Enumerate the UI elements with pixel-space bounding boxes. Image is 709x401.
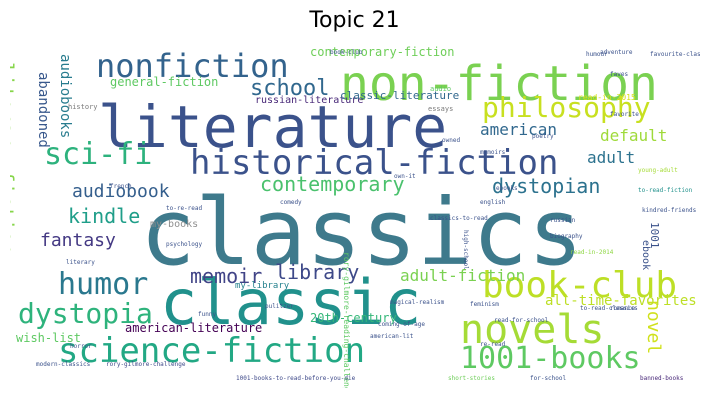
cloud-word: adult <box>587 148 636 167</box>
cloud-word: magical-realism <box>390 299 445 306</box>
cloud-word: humor <box>58 267 149 302</box>
cloud-word: philosophy <box>482 91 651 124</box>
cloud-word: my-books <box>150 219 199 230</box>
cloud-word: comedy <box>280 199 302 206</box>
cloud-word: general-fiction <box>110 75 219 89</box>
cloud-word: high-school <box>462 230 469 270</box>
cloud-word: history <box>68 103 98 111</box>
cloud-word: historical-fiction <box>190 143 559 183</box>
cloud-word: book-club <box>482 265 678 306</box>
cloud-word: default <box>600 126 668 145</box>
cloud-word: coming-of-age <box>378 321 425 328</box>
cloud-word: school <box>250 76 330 101</box>
cloud-word: horror <box>70 343 92 350</box>
cloud-word: poetry <box>532 133 554 140</box>
cloud-word: to-read-fiction <box>638 187 693 194</box>
cloud-word: 1001-books <box>460 341 641 376</box>
cloud-word: library <box>275 260 360 284</box>
cloud-word: dystopian <box>492 174 601 198</box>
cloud-word: read-in-2015 <box>578 93 636 102</box>
cloud-word: american <box>480 120 558 139</box>
cloud-word: classics <box>140 179 584 286</box>
cloud-word: humour <box>586 51 608 58</box>
cloud-word: book-club <box>330 49 363 56</box>
cloud-word: essays <box>428 105 454 113</box>
cloud-word: dystopia <box>18 297 153 330</box>
cloud-word: adult-fiction <box>400 266 526 285</box>
page-title: Topic 21 <box>309 8 400 33</box>
cloud-word: american-lit <box>370 333 414 340</box>
cloud-word: biography <box>550 233 583 240</box>
cloud-word: audio <box>430 85 452 93</box>
cloud-word: faves <box>610 71 629 78</box>
cloud-word: sci-fi <box>44 137 153 172</box>
cloud-word: french <box>110 183 132 190</box>
cloud-word: read-in-2014 <box>570 249 614 256</box>
cloud-word: literary-fiction <box>10 62 18 255</box>
cloud-word: fantasy <box>40 230 116 251</box>
cloud-word: classics-to-read <box>430 215 488 222</box>
cloud-word: read-for-school <box>494 317 549 324</box>
cloud-word: psychology <box>166 241 203 248</box>
cloud-word: literature <box>98 93 448 161</box>
cloud-word: romance <box>610 305 636 312</box>
cloud-word: feminism <box>470 301 499 308</box>
cloud-word: ebooks <box>496 185 518 192</box>
cloud-word: audiobook <box>72 181 170 202</box>
cloud-word: wish-list <box>16 331 82 345</box>
cloud-word: memoirs <box>480 149 506 156</box>
cloud-word: banned-books <box>640 375 684 382</box>
cloud-word: short-stories <box>448 375 495 382</box>
cloud-word: favorite <box>610 111 639 118</box>
cloud-word: modern-classics <box>36 361 91 368</box>
cloud-word: contemporary-fiction <box>310 45 455 59</box>
cloud-word: owned <box>442 137 461 144</box>
cloud-word: own-it <box>394 173 416 180</box>
cloud-word: adventure <box>600 49 633 56</box>
cloud-word: funny <box>198 311 217 318</box>
cloud-word: kindle <box>68 204 141 228</box>
cloud-word: all-time-favorites <box>545 293 697 309</box>
cloud-word: for-school <box>530 375 567 382</box>
cloud-word: contemporary <box>260 172 405 196</box>
cloud-word: 20th-century <box>310 311 397 325</box>
cloud-word: science-fiction <box>58 331 366 371</box>
cloud-word: classic <box>160 266 422 339</box>
cloud-word: kindred-friends <box>642 207 697 214</box>
cloud-word: rory-gilmore-reading-challenge <box>342 252 351 388</box>
cloud-word: rory-gilmore-challenge <box>106 361 186 368</box>
cloud-word: nonfiction <box>96 47 289 85</box>
cloud-word: favourite-classics <box>650 51 700 58</box>
cloud-word: audiobooks <box>57 54 73 139</box>
cloud-word: 1001-books-to-read-before-you-die <box>236 375 356 382</box>
cloud-word: young-adult <box>638 167 678 174</box>
cloud-word: literary <box>66 259 95 266</box>
cloud-word: american-literature <box>125 321 263 335</box>
word-cloud: classics literature non-fiction classic hist… <box>10 42 700 388</box>
cloud-word: non-fiction <box>340 56 658 112</box>
cloud-word: my-library <box>235 281 290 291</box>
cloud-word: novels <box>460 307 605 353</box>
cloud-word: to-read-classics <box>580 305 638 312</box>
cloud-word: to-re-read <box>166 205 203 212</box>
cloud-word: classic-literature <box>340 89 460 102</box>
cloud-word: russian <box>550 217 576 224</box>
cloud-word: 1001 <box>648 222 661 249</box>
cloud-word: re-read <box>480 341 506 348</box>
cloud-word: english <box>480 199 506 206</box>
cloud-word: abandoned <box>35 72 51 148</box>
cloud-word: pulitzer <box>265 303 294 310</box>
cloud-word: russian-literature <box>255 95 364 106</box>
cloud-word: memoir <box>190 264 263 288</box>
